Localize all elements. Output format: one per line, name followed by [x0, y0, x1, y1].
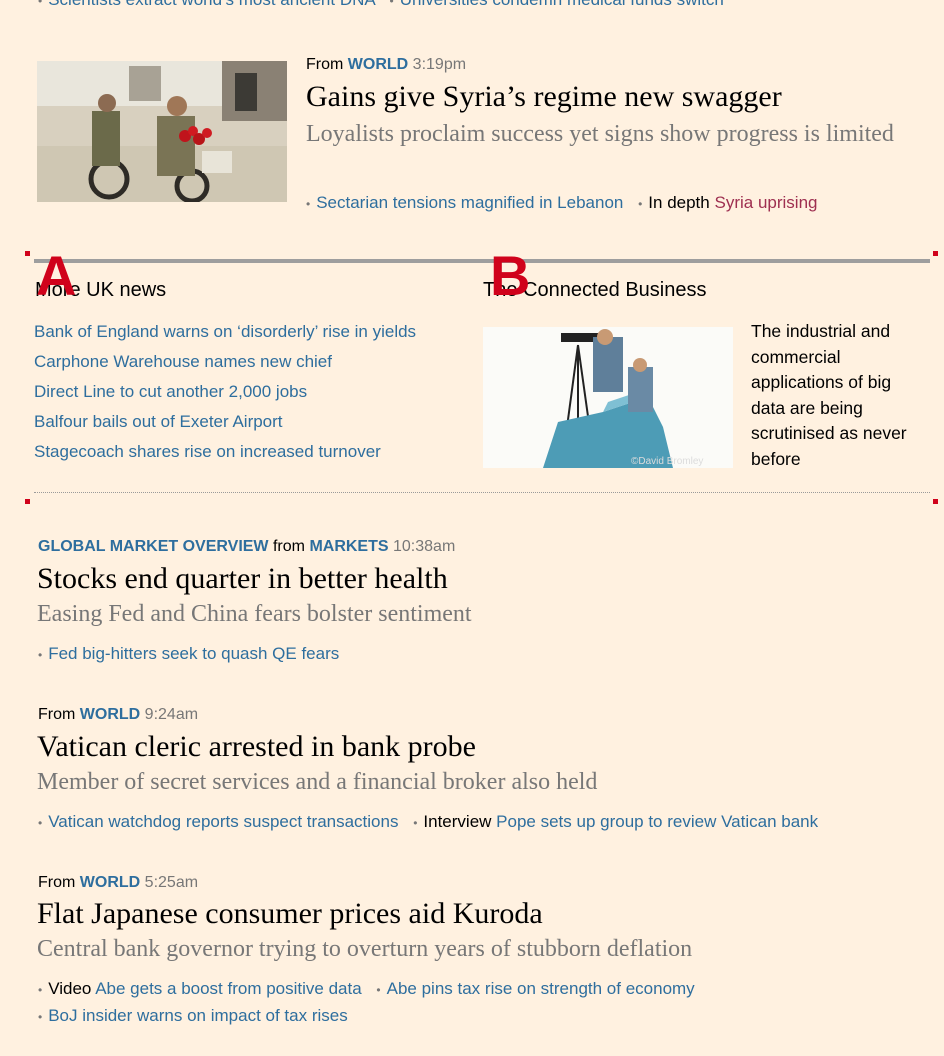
story-standfirst: Central bank governor trying to overturn…	[37, 936, 693, 962]
related-link[interactable]: Fed big-hitters seek to quash QE fears	[48, 644, 340, 663]
bullet-icon: •	[38, 1010, 43, 1024]
marker-letter-a: A	[36, 244, 77, 307]
bullet-icon: •	[389, 0, 394, 8]
meta-prefix: From	[38, 706, 76, 723]
bullet-icon: •	[38, 816, 43, 830]
story-meta: From WORLD 9:24am	[38, 706, 198, 724]
story-standfirst: Loyalists proclaim success yet signs sho…	[306, 121, 894, 147]
connected-business-title[interactable]: The Connected Business	[483, 279, 707, 301]
bullet-icon: •	[38, 0, 43, 8]
related-link[interactable]: Abe pins tax rise on strength of economy	[386, 979, 695, 998]
story-standfirst: Easing Fed and China fears bolster senti…	[37, 601, 472, 627]
related-link[interactable]: Sectarian tensions magnified in Lebanon	[316, 193, 624, 212]
marker-dot	[25, 499, 30, 504]
list-item[interactable]: Carphone Warehouse names new chief	[34, 352, 332, 371]
section-link[interactable]: WORLD	[79, 706, 141, 723]
story-related-links: • Vatican watchdog reports suspect transa…	[38, 812, 818, 832]
bullet-icon: •	[38, 648, 43, 662]
connected-business-illustration[interactable]: ©David Bromley	[483, 327, 733, 468]
section-divider	[34, 259, 930, 263]
related-label: Video	[48, 979, 92, 998]
marker-dot	[933, 251, 938, 256]
bullet-icon: •	[38, 983, 43, 997]
story-headline[interactable]: Vatican cleric arrested in bank probe	[37, 730, 476, 763]
story-related-links: • Sectarian tensions magnified in Lebanon…	[306, 193, 817, 213]
story-related-links: • Video Abe gets a boost from positive da…	[38, 979, 695, 999]
story-headline[interactable]: Flat Japanese consumer prices aid Kuroda	[37, 897, 543, 930]
section-link[interactable]: WORLD	[347, 56, 409, 73]
story-headline[interactable]: Stocks end quarter in better health	[37, 562, 448, 595]
related-label: In depth	[648, 193, 710, 212]
related-link[interactable]: Vatican watchdog reports suspect transac…	[48, 812, 399, 831]
story-standfirst: Member of secret services and a financia…	[37, 769, 598, 795]
marker-letter-b: B	[490, 244, 531, 307]
marker-dot	[933, 499, 938, 504]
related-label: Interview	[423, 812, 492, 831]
uk-news-list: Bank of England warns on ‘disorderly’ ri…	[34, 317, 416, 467]
meta-prefix: From	[306, 56, 344, 73]
timestamp: 3:19pm	[412, 56, 467, 73]
story-meta: GLOBAL MARKET OVERVIEW from MARKETS 10:3…	[38, 538, 455, 556]
connected-business-description: The industrial and commercial applicatio…	[751, 321, 907, 469]
timestamp: 10:38am	[393, 538, 456, 555]
related-link[interactable]: Universities condemn medical funds switc…	[400, 0, 724, 9]
bullet-icon: •	[306, 197, 311, 211]
story-image-syria[interactable]	[37, 61, 287, 202]
timestamp: 5:25am	[144, 874, 199, 891]
top-related-links: • Scientists extract world’s most ancient…	[38, 0, 724, 10]
related-link[interactable]: Pope sets up group to review Vatican ban…	[496, 812, 819, 831]
section-divider-dotted	[34, 492, 930, 493]
list-item[interactable]: Stagecoach shares rise on increased turn…	[34, 442, 381, 461]
section-link[interactable]: MARKETS	[309, 538, 389, 555]
related-link[interactable]: Scientists extract world’s most ancient …	[48, 0, 375, 9]
story-related-links: • BoJ insider warns on impact of tax rise…	[38, 1006, 348, 1026]
list-item[interactable]: Direct Line to cut another 2,000 jobs	[34, 382, 308, 401]
list-item[interactable]: Balfour bails out of Exeter Airport	[34, 412, 283, 431]
story-related-links: • Fed big-hitters seek to quash QE fears	[38, 644, 339, 664]
section-link[interactable]: WORLD	[79, 874, 141, 891]
topic-link[interactable]: Syria uprising	[714, 193, 818, 212]
related-link[interactable]: BoJ insider warns on impact of tax rises	[48, 1006, 348, 1025]
meta-prefix: From	[38, 874, 76, 891]
related-link[interactable]: Abe gets a boost from positive data	[95, 979, 362, 998]
story-headline[interactable]: Gains give Syria’s regime new swagger	[306, 80, 782, 113]
bullet-icon: •	[638, 197, 643, 211]
story-meta: From WORLD 5:25am	[38, 874, 198, 892]
kicker-link[interactable]: GLOBAL MARKET OVERVIEW	[38, 538, 269, 555]
image-credit: ©David Bromley	[631, 456, 703, 467]
list-item[interactable]: Bank of England warns on ‘disorderly’ ri…	[34, 322, 417, 341]
meta-prefix: from	[272, 538, 305, 555]
uk-news-title[interactable]: More UK news	[35, 279, 167, 301]
marker-dot	[25, 251, 30, 256]
timestamp: 9:24am	[144, 706, 199, 723]
bullet-icon: •	[413, 816, 418, 830]
bullet-icon: •	[376, 983, 381, 997]
story-meta: From WORLD 3:19pm	[306, 56, 466, 74]
